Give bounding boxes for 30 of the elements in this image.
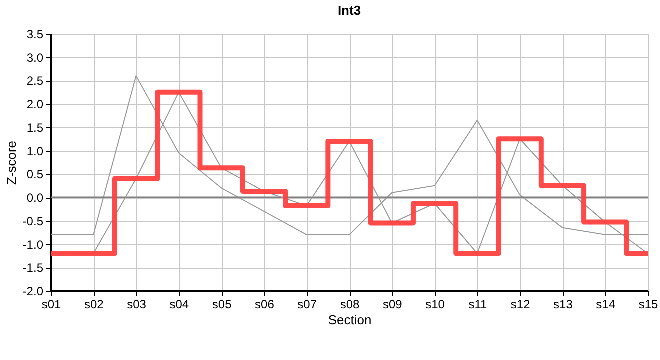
- y-tick-label: 2.5: [26, 74, 44, 88]
- x-tick-label: s03: [127, 298, 147, 312]
- chart-title: Int3: [338, 3, 362, 18]
- x-tick-label: s11: [468, 298, 488, 312]
- x-tick-label: s01: [42, 298, 62, 312]
- y-tick-label: -2.0: [22, 284, 44, 298]
- y-tick-label: 1.5: [26, 120, 44, 135]
- y-tick-label: -0.5: [22, 214, 44, 228]
- x-tick-label: s07: [298, 298, 318, 312]
- x-tick-label: s15: [638, 298, 658, 312]
- y-tick-label: 0.5: [26, 168, 44, 182]
- y-tick-label: 0.0: [26, 191, 44, 206]
- y-axis-title: Z-score: [4, 140, 19, 186]
- x-tick-label: s06: [255, 298, 275, 312]
- x-tick-label: s08: [340, 298, 360, 312]
- x-tick-label: s09: [382, 298, 403, 312]
- x-tick-label: s14: [596, 298, 616, 312]
- y-tick-label: 1.0: [26, 144, 44, 158]
- y-tick-label: 3.5: [26, 28, 44, 42]
- y-tick-label: 3.0: [26, 50, 44, 65]
- y-tick-label: -1.5: [22, 261, 44, 276]
- x-tick-label: s13: [554, 298, 574, 312]
- x-axis-title: Section: [328, 312, 372, 328]
- x-tick-label: s04: [170, 298, 190, 312]
- x-tick-label: s05: [212, 298, 232, 312]
- x-tick-label: s10: [426, 298, 446, 312]
- x-tick-label: s02: [84, 298, 104, 312]
- y-tick-label: -1.0: [22, 238, 44, 252]
- x-tick-label: s12: [510, 298, 531, 312]
- y-tick-label: 2.0: [26, 98, 44, 112]
